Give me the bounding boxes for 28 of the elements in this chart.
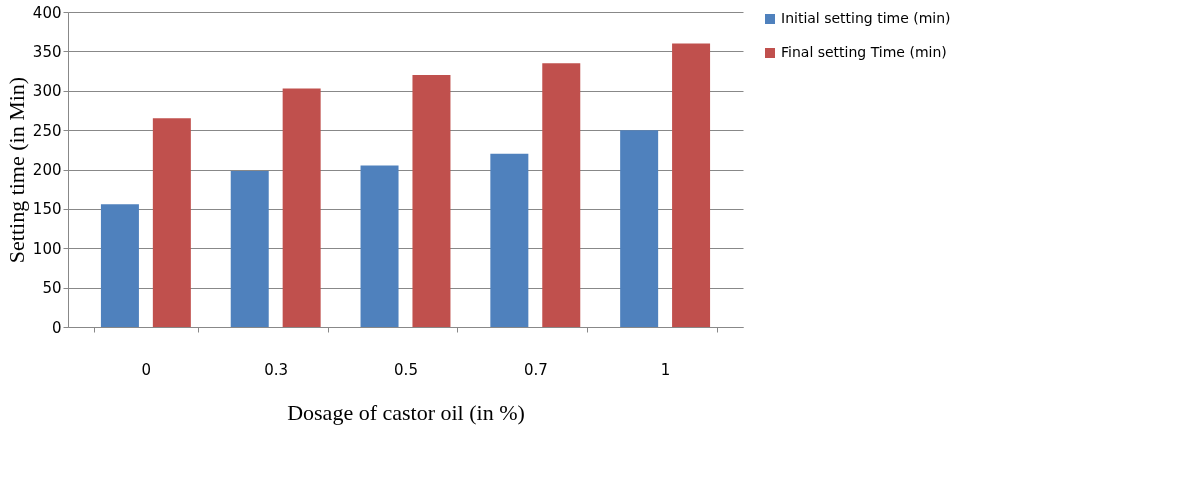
bar (152, 118, 191, 327)
bar (282, 88, 321, 327)
x-tick-label: 0.3 (264, 360, 289, 379)
y-tick-label: 400 (32, 3, 62, 22)
x-tick-label: 1 (660, 360, 671, 379)
y-tick-label: 0 (51, 318, 62, 337)
legend-label: Initial setting time (min) (781, 10, 951, 26)
y-tick-label: 300 (32, 82, 62, 101)
y-axis-title: Setting time (in Min) (3, 76, 29, 264)
x-tick-label: 0.7 (523, 360, 548, 379)
y-tick-label: 250 (32, 121, 62, 140)
y-tick-label: 200 (32, 161, 62, 179)
bar (412, 75, 451, 327)
y-tick-label: 350 (32, 42, 62, 61)
bar (100, 204, 139, 327)
bar (230, 171, 269, 327)
y-tick-label: 100 (32, 239, 62, 258)
bar (620, 130, 659, 327)
x-tick-label: 0 (141, 360, 152, 379)
legend-label: Final setting Time (min) (781, 44, 947, 60)
y-tick-label: 50 (42, 279, 62, 298)
bar (360, 165, 399, 327)
x-tick-label: 0.5 (394, 360, 418, 379)
x-axis-title: Dosage of castor oil (in %) (287, 399, 525, 425)
bar (490, 153, 529, 327)
y-tick-label: 150 (32, 200, 62, 219)
bar (542, 63, 581, 327)
bar (672, 43, 711, 327)
